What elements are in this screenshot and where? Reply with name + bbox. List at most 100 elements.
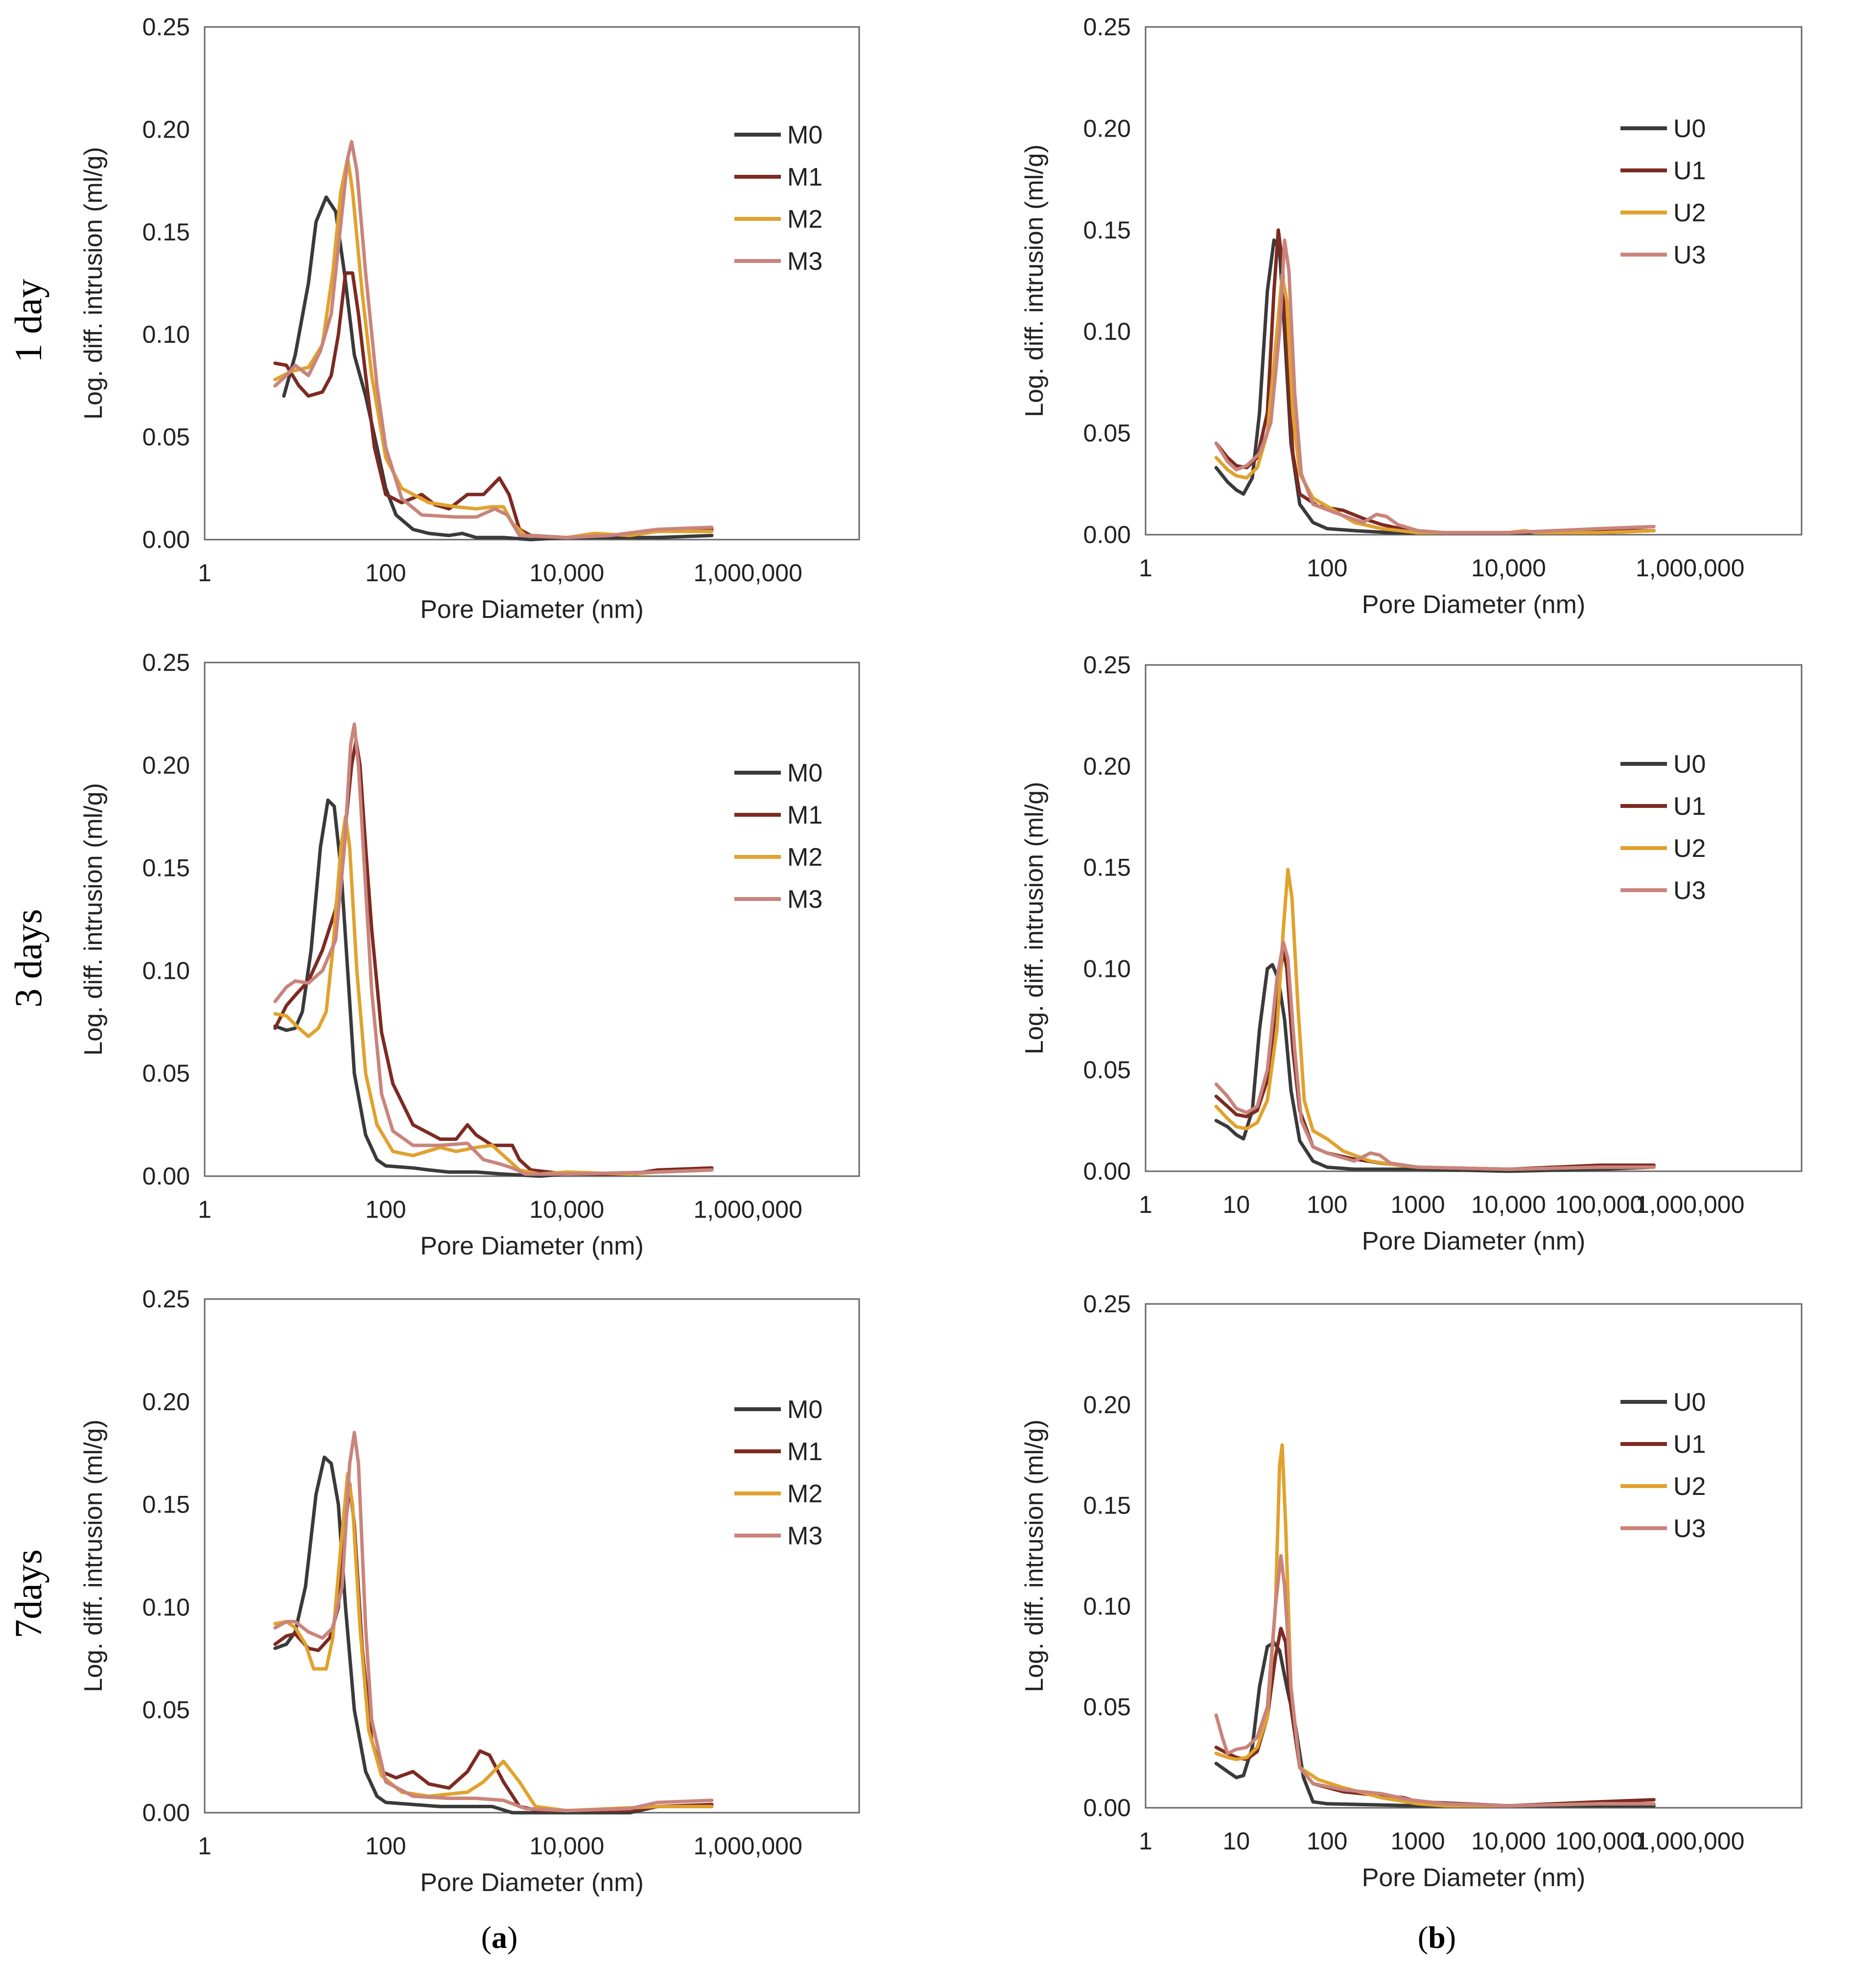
legend-label-M1: M1	[787, 163, 822, 191]
y-axis-label: Log. diff. intrusion (ml/g)	[1020, 1420, 1049, 1692]
x-tick-label: 10,000	[529, 1196, 604, 1223]
legend-label-U1: U1	[1673, 792, 1706, 821]
y-tick-label: 0.10	[1083, 955, 1131, 982]
y-tick-label: 0.05	[142, 424, 190, 451]
x-tick-label: 10,000	[529, 1832, 604, 1860]
x-tick-label: 100	[1307, 1191, 1347, 1218]
x-tick-label: 1,000,000	[693, 1832, 802, 1860]
legend-label-M2: M2	[787, 1480, 822, 1508]
y-tick-label: 0.15	[1083, 854, 1131, 881]
legend-label-M3: M3	[787, 247, 822, 276]
plot-frame	[204, 26, 860, 541]
y-tick-label: 0.20	[142, 1388, 190, 1416]
series-line-U2	[1214, 1443, 1656, 1808]
legend-label-M0: M0	[787, 1396, 822, 1424]
y-tick-label: 0.05	[1083, 420, 1131, 447]
y-tick-label: 0.15	[142, 854, 190, 882]
legend-label-U3: U3	[1673, 241, 1706, 269]
x-tick-label: 10	[1223, 1827, 1250, 1855]
panel-label-a-letter: a	[492, 1920, 507, 1955]
y-tick-label: 0.20	[142, 116, 190, 143]
series-line-M3	[273, 722, 714, 1176]
x-tick-label: 100,000	[1555, 1191, 1643, 1218]
x-tick-label: 1	[1139, 1827, 1152, 1855]
plot-frame	[204, 662, 860, 1177]
series-line-U3	[1214, 238, 1656, 535]
x-tick-label: 10,000	[529, 559, 604, 587]
series-line-U0	[1214, 1641, 1656, 1808]
x-tick-label: 100	[1307, 1827, 1347, 1855]
y-tick-label: 0.00	[1083, 1794, 1131, 1822]
chart-b-1day: 0.00 0.05 0.10 0.15 0.20 0.25 1 100 10,000 1,000,…	[1020, 13, 1803, 619]
x-tick-label: 10	[1223, 1191, 1250, 1218]
y-tick-label: 0.10	[142, 957, 190, 984]
y-tick-label: 0.10	[1083, 1592, 1131, 1620]
chart-a-3days: 0.00 0.05 0.10 0.15 0.20 0.25 1 100 10,000 1,000,…	[79, 649, 860, 1260]
y-tick-label: 0.15	[1083, 1492, 1131, 1519]
legend-label-M1: M1	[787, 801, 822, 829]
panel-label-b: (b)	[1418, 1919, 1456, 1956]
y-tick-label: 0.20	[142, 752, 190, 779]
y-tick-label: 0.00	[142, 526, 190, 553]
y-tick-label: 0.20	[1083, 753, 1131, 780]
legend-label-U0: U0	[1673, 750, 1706, 779]
legend-label-M3: M3	[787, 885, 822, 914]
x-tick-label: 1,000,000	[1636, 554, 1744, 582]
x-tick-label: 1	[198, 1832, 211, 1860]
y-tick-label: 0.00	[142, 1162, 190, 1190]
series-line-M0	[273, 1455, 714, 1815]
y-axis-label: Log. diff. intrusion (ml/g)	[1020, 782, 1049, 1055]
series-line-U3	[1214, 1554, 1656, 1808]
y-tick-label: 0.20	[1083, 115, 1131, 142]
y-tick-label: 0.25	[142, 1285, 190, 1313]
y-tick-label: 0.25	[1083, 1290, 1131, 1318]
y-tick-label: 0.00	[1083, 521, 1131, 548]
panel-label-b-close: )	[1445, 1920, 1456, 1955]
legend-label-U0: U0	[1673, 115, 1706, 143]
x-tick-label: 1000	[1390, 1191, 1445, 1218]
y-axis-label: Log. diff. intrusion (ml/g)	[79, 1420, 108, 1692]
x-tick-label: 100	[365, 559, 406, 587]
y-tick-label: 0.10	[1083, 318, 1131, 345]
chart-a-7days: 0.00 0.05 0.10 0.15 0.20 0.25 1 100 10,000 1,000,…	[79, 1285, 860, 1897]
y-tick-label: 0.10	[142, 1593, 190, 1621]
legend-label-U2: U2	[1673, 834, 1706, 863]
y-tick-label: 0.15	[1083, 216, 1131, 244]
x-axis-label: Pore Diameter (nm)	[1362, 1227, 1586, 1255]
y-axis-label: Log. diff. intrusion (ml/g)	[1020, 144, 1049, 417]
legend-label-M1: M1	[787, 1438, 822, 1466]
y-axis-label: Log. diff. intrusion (ml/g)	[79, 783, 108, 1056]
plot-frame	[1145, 26, 1803, 536]
panel-label-a-open: (	[481, 1920, 492, 1955]
chart-b-3days: 0.00 0.05 0.10 0.15 0.20 0.25 1 10 100 1000 10,000…	[1020, 651, 1803, 1255]
panel-label-b-open: (	[1417, 1920, 1429, 1955]
x-tick-label: 100	[365, 1832, 406, 1860]
y-tick-label: 0.00	[142, 1799, 190, 1826]
legend-label-U3: U3	[1673, 1514, 1706, 1543]
x-tick-label: 10,000	[1471, 1191, 1546, 1218]
series-line-M0	[273, 798, 714, 1178]
series-line-U0	[1214, 963, 1656, 1173]
x-tick-label: 100	[365, 1196, 406, 1223]
y-tick-label: 0.05	[142, 1060, 190, 1087]
legend-label-U3: U3	[1673, 876, 1706, 905]
y-tick-label: 0.25	[1083, 13, 1131, 41]
panel-label-a-close: )	[507, 1920, 518, 1955]
legend-label-U2: U2	[1673, 199, 1706, 227]
series-line-U2	[1214, 868, 1656, 1171]
y-tick-label: 0.00	[1083, 1158, 1131, 1185]
plot-frame	[1145, 664, 1803, 1172]
series-line-M0	[282, 195, 714, 542]
legend-label-M3: M3	[787, 1522, 822, 1550]
y-tick-label: 0.15	[142, 1491, 190, 1518]
series-line-M1	[273, 738, 714, 1176]
x-tick-label: 1,000,000	[1636, 1827, 1744, 1855]
panel-label-a: (a)	[481, 1919, 518, 1956]
y-tick-label: 0.05	[1083, 1693, 1131, 1721]
x-tick-label: 1,000,000	[693, 559, 802, 587]
x-axis-label: Pore Diameter (nm)	[1362, 591, 1586, 619]
panel-label-b-letter: b	[1428, 1920, 1446, 1955]
x-tick-label: 10,000	[1471, 554, 1546, 582]
legend-label-U0: U0	[1673, 1388, 1706, 1417]
legend-label-M0: M0	[787, 121, 822, 149]
